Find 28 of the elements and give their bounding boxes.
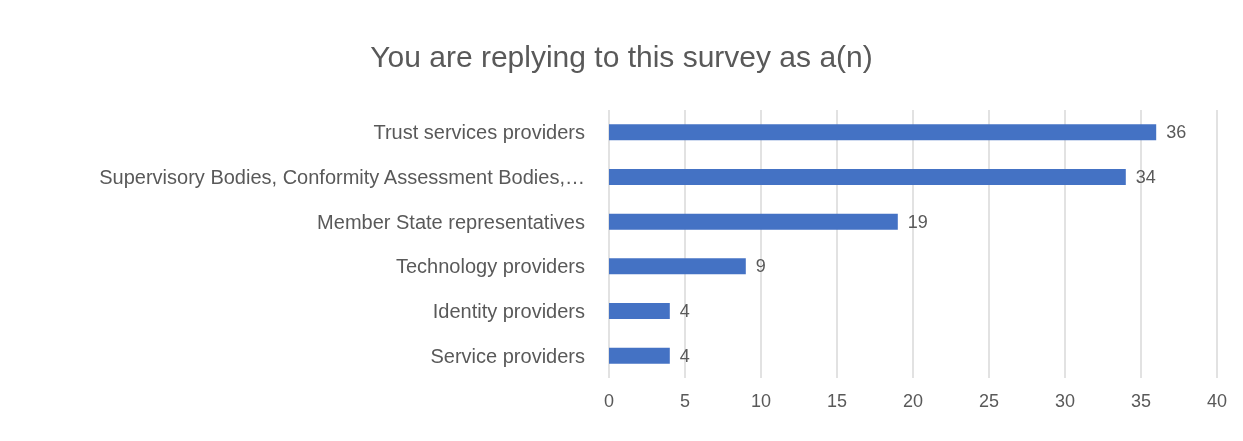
y-tick-label: Technology providers [396, 255, 585, 278]
y-tick-label: Supervisory Bodies, Conformity Assessment Bodies,… [99, 166, 585, 188]
x-tick-label: 20 [902, 391, 924, 411]
bar [609, 347, 670, 364]
data-label: 36 [1166, 122, 1187, 143]
y-tick-label: Trust services providers [373, 121, 585, 144]
bar [609, 258, 746, 275]
x-tick-label: 35 [1130, 391, 1152, 411]
bar [609, 213, 898, 230]
x-tick-label: 5 [679, 391, 691, 411]
data-label: 34 [1135, 167, 1156, 187]
y-tick-label: Member State representatives [317, 210, 585, 233]
y-tick-label: Service providers [430, 344, 585, 367]
x-tick-label: 0 [603, 391, 615, 411]
y-tick-label: Identity providers [432, 300, 585, 322]
x-tick-label: 40 [1206, 391, 1228, 411]
data-label: 19 [907, 211, 928, 232]
x-tick-label: 10 [750, 391, 772, 411]
x-tick-label: 25 [978, 391, 1000, 411]
bar [609, 169, 1126, 185]
data-label: 9 [755, 256, 766, 277]
chart-title: You are replying to this survey as a(n) [370, 39, 873, 73]
bar [609, 303, 670, 319]
bar [609, 124, 1157, 141]
data-label: 4 [679, 301, 690, 321]
x-tick-label: 15 [826, 391, 848, 411]
data-label: 4 [679, 345, 690, 366]
x-tick-label: 30 [1054, 391, 1076, 411]
